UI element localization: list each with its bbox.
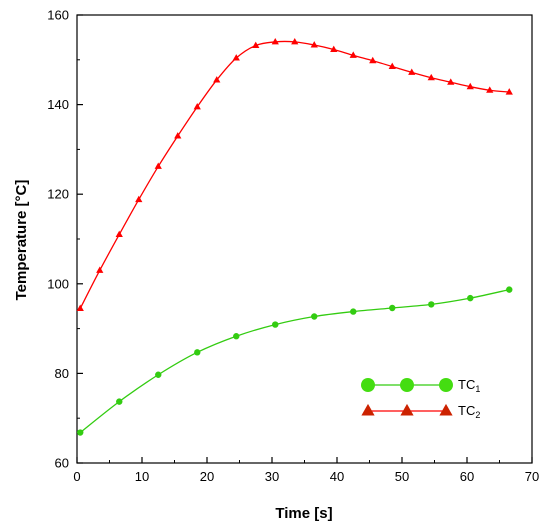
legend-marker xyxy=(439,403,453,416)
legend-marker xyxy=(361,378,375,392)
data-point xyxy=(76,304,84,311)
data-point xyxy=(427,73,435,81)
plot-frame xyxy=(76,14,533,464)
series-line xyxy=(79,288,510,434)
y-tick-label: 140 xyxy=(47,97,69,112)
data-point xyxy=(311,313,318,320)
data-point xyxy=(505,88,513,95)
legend-item-tc2: TC2 xyxy=(361,403,480,420)
data-point xyxy=(291,37,299,45)
x-tick-label: 10 xyxy=(135,469,149,484)
x-tick-label: 30 xyxy=(265,469,279,484)
legend-item-tc1: TC1 xyxy=(361,377,480,394)
data-point xyxy=(77,429,84,436)
x-tick-label: 20 xyxy=(200,469,214,484)
x-tick-label: 50 xyxy=(395,469,409,484)
y-tick-label: 60 xyxy=(55,456,69,471)
data-point xyxy=(193,102,201,110)
legend-label: TC2 xyxy=(458,403,480,420)
data-point xyxy=(466,82,474,90)
data-point xyxy=(506,286,513,293)
data-point xyxy=(115,230,123,238)
x-tick-label: 0 xyxy=(73,469,80,484)
data-point xyxy=(408,68,416,75)
x-tick-label: 60 xyxy=(460,469,474,484)
series-tc1 xyxy=(77,286,513,436)
data-point xyxy=(96,266,104,273)
data-point xyxy=(252,41,260,48)
data-point xyxy=(388,62,396,70)
legend-marker xyxy=(361,403,375,416)
legend-marker xyxy=(439,378,453,392)
data-point xyxy=(447,78,455,85)
y-axis: 60 80 100 120 140 160 xyxy=(47,8,83,471)
data-point xyxy=(213,76,221,83)
data-point xyxy=(350,308,357,315)
data-point xyxy=(310,41,318,48)
legend: TC1 TC2 xyxy=(361,377,480,420)
x-axis: 0 10 20 30 40 50 60 70 xyxy=(73,457,539,484)
y-axis-title: Temperature [°C] xyxy=(13,180,30,301)
data-point xyxy=(389,304,396,312)
legend-marker xyxy=(400,403,414,416)
data-point xyxy=(467,294,474,302)
x-tick-label: 70 xyxy=(525,469,539,484)
series-layer xyxy=(76,37,513,436)
data-point xyxy=(135,195,143,203)
y-tick-label: 80 xyxy=(55,366,69,381)
data-point xyxy=(272,321,279,328)
x-tick-label: 40 xyxy=(330,469,344,484)
plot-border xyxy=(76,14,533,464)
legend-label: TC1 xyxy=(458,377,480,394)
series-tc2 xyxy=(76,37,513,311)
y-tick-label: 160 xyxy=(47,8,69,23)
series-line xyxy=(79,40,510,309)
data-point xyxy=(116,398,123,405)
data-point xyxy=(349,51,357,58)
data-point xyxy=(233,333,240,340)
data-point xyxy=(428,301,435,308)
y-tick-label: 100 xyxy=(47,276,69,291)
data-point xyxy=(154,162,162,169)
x-axis-title: Time [s] xyxy=(275,505,332,522)
data-point xyxy=(330,45,338,53)
data-point xyxy=(194,349,201,356)
data-point xyxy=(271,37,279,45)
legend-marker xyxy=(400,378,414,392)
data-point xyxy=(174,132,182,139)
data-point xyxy=(369,56,377,64)
data-point xyxy=(232,54,240,61)
data-point xyxy=(155,371,162,378)
y-tick-label: 120 xyxy=(47,187,69,202)
data-point xyxy=(486,86,494,93)
